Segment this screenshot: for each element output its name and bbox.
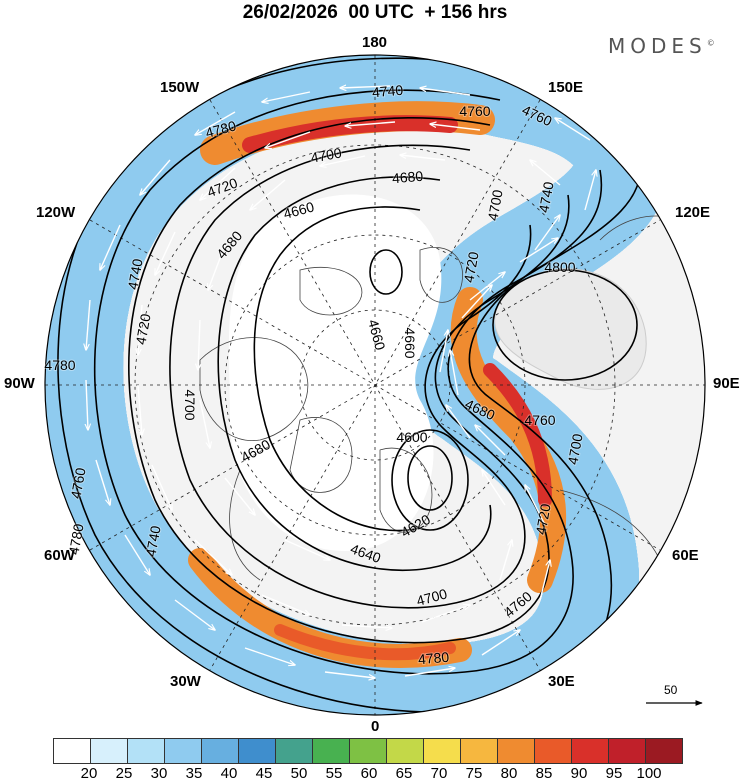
colorbar-cell [349, 738, 387, 764]
lon-label-30e: 30E [548, 673, 575, 690]
wind-arrows [86, 86, 596, 678]
colorbar-tick-label: 20 [80, 765, 98, 782]
inner-low-region [228, 194, 442, 551]
colorbar-cell [571, 738, 609, 764]
jet-core-east-max [483, 363, 552, 507]
contour-label: 4780 [417, 649, 450, 668]
colorbar-tick-label: 95 [605, 765, 623, 782]
colorbar-cell [312, 738, 350, 764]
high-center-contour [492, 269, 638, 381]
colorbar-tick-label: 30 [150, 765, 168, 782]
colorbar-tick-label: 100 [636, 765, 662, 782]
lon-label-180: 180 [362, 34, 388, 51]
contour-label: 4760 [67, 466, 88, 500]
coastlines [199, 215, 681, 581]
colorbar-cell [238, 738, 276, 764]
colorbar-cell [534, 738, 572, 764]
map-disc [45, 55, 705, 715]
colorbar-cell [460, 738, 498, 764]
colorbar-cell [201, 738, 239, 764]
colorbar-tick-label: 90 [570, 765, 588, 782]
colorbar-cell [645, 738, 683, 764]
lon-label-120e: 120E [675, 204, 711, 221]
jet-core-east [450, 287, 567, 593]
colorbar-cell [608, 738, 646, 764]
colorbar-cell [127, 738, 165, 764]
small-low-contour [369, 249, 403, 295]
contour-label: 4700 [309, 144, 343, 165]
colorbar-cell [423, 738, 461, 764]
lon-label-90w: 90W [4, 375, 35, 392]
lon-label-60w: 60W [44, 547, 75, 564]
colorbar-tick-label: 60 [360, 765, 378, 782]
contour-label: 4780 [65, 522, 86, 556]
colorbar-tick-label: 80 [500, 765, 518, 782]
colorbar-ticks: 20 25 30 35 40 45 50 55 60 65 70 75 80 85 90 95 100 [0, 765, 750, 782]
graticule [45, 55, 705, 715]
colorbar-tick-label: 70 [430, 765, 448, 782]
lon-label-120w: 120W [36, 204, 76, 221]
brand-logo: MODES© [608, 34, 715, 58]
contour-label: 4700 [182, 389, 198, 420]
colorbar-cell [53, 738, 91, 764]
lon-label-150e: 150E [548, 79, 584, 96]
map-title: 26/02/2026 00 UTC + 156 hrs [242, 2, 508, 23]
colorbar-tick-label: 85 [535, 765, 553, 782]
contour-label: 4660 [402, 327, 418, 358]
contour-label: 4780 [44, 357, 75, 373]
colorbar-cell [386, 738, 424, 764]
lon-label-90e: 90E [713, 375, 740, 392]
colorbar-tick-label: 35 [185, 765, 203, 782]
colorbar-cell [90, 738, 128, 764]
lon-label-30w: 30W [170, 673, 201, 690]
contour-label: 4700 [484, 188, 505, 222]
colorbar-cell [164, 738, 202, 764]
colorbar [53, 738, 683, 764]
colorbar-tick-label: 65 [395, 765, 413, 782]
lon-label-60e: 60E [672, 547, 699, 564]
colorbar-tick-label: 40 [220, 765, 238, 782]
contour-label: 4740 [142, 524, 163, 558]
contour-label: 4740 [535, 180, 556, 214]
colorbar-cell [497, 738, 535, 764]
low-center-contour [391, 429, 469, 531]
colorbar-tick-label: 25 [115, 765, 133, 782]
contour-label: 4760 [459, 103, 490, 119]
contour-label: 4720 [460, 250, 481, 284]
contour-label: 4740 [371, 82, 404, 101]
reference-vector-value: 50 [664, 683, 678, 697]
colorbar-cell [275, 738, 313, 764]
colorbar-tick-label: 75 [465, 765, 483, 782]
colorbar-tick-label: 45 [255, 765, 273, 782]
contour-label: 4760 [524, 412, 555, 428]
contour-label: 4600 [396, 429, 427, 445]
lon-label-150w: 150W [160, 79, 200, 96]
contour-label: 4700 [564, 432, 585, 466]
lon-label-0: 0 [371, 718, 380, 735]
east-high-region [494, 268, 647, 390]
contour-label: 4800 [544, 259, 575, 275]
contour-label: 4720 [132, 312, 153, 346]
colorbar-tick-label: 50 [290, 765, 308, 782]
contour-label: 4740 [124, 257, 145, 291]
contour-label: 4680 [391, 168, 424, 187]
jet-core-south-max [274, 624, 456, 661]
contour-label: 4720 [532, 502, 553, 536]
map-border [44, 54, 706, 716]
colorbar-tick-label: 55 [325, 765, 343, 782]
